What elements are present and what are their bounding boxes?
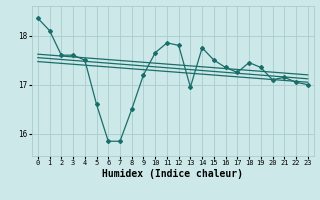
X-axis label: Humidex (Indice chaleur): Humidex (Indice chaleur) bbox=[102, 169, 243, 179]
